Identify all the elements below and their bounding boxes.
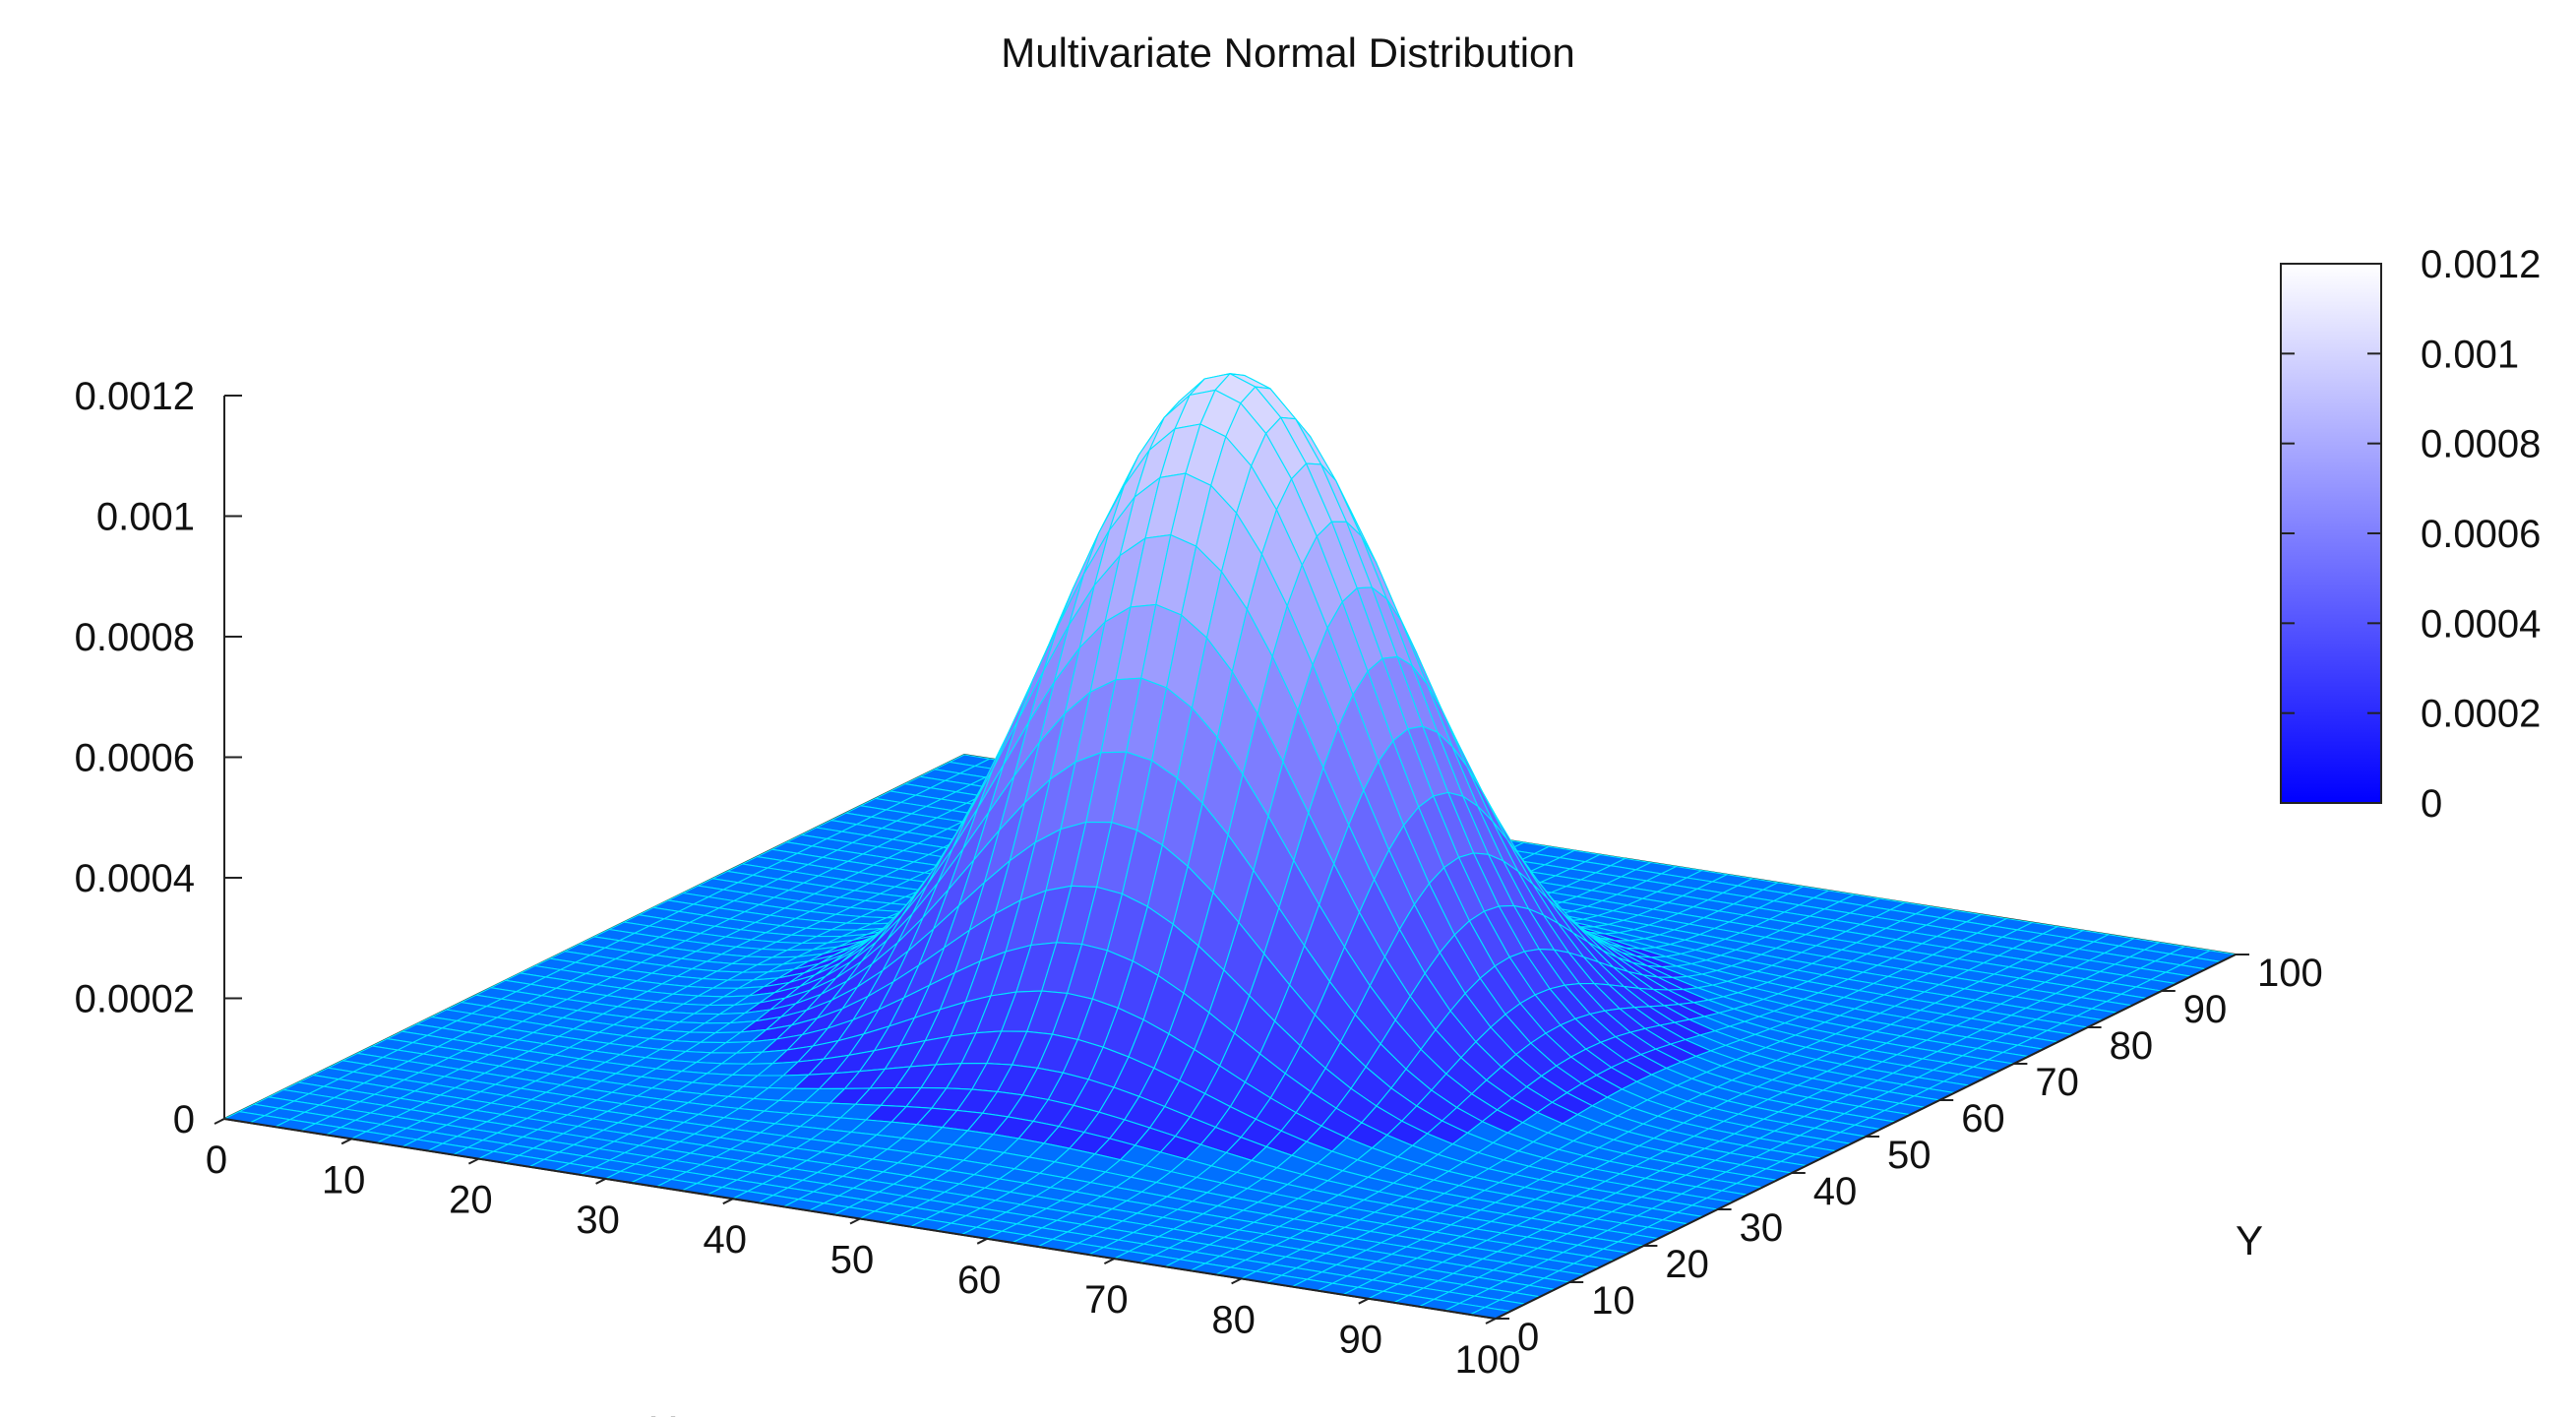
y-tick-label: 10 — [1591, 1279, 1635, 1323]
colorbar-tick-label: 0 — [2421, 782, 2442, 826]
x-tick-mark — [1103, 1258, 1115, 1264]
colorbar-tick-label: 0.001 — [2421, 333, 2519, 376]
y-tick-label: 0 — [1517, 1316, 1539, 1359]
z-tick-label: 0.0008 — [75, 616, 195, 659]
x-tick-label: 80 — [1211, 1298, 1256, 1341]
x-tick-mark — [595, 1178, 607, 1185]
y-axis-label: Y — [2236, 1217, 2263, 1263]
x-tick-mark — [467, 1157, 479, 1165]
z-tick-label: 0.001 — [96, 496, 195, 539]
y-tick-label: 30 — [1740, 1206, 1784, 1250]
x-tick-label: 40 — [704, 1218, 748, 1262]
x-tick-label: 100 — [1455, 1338, 1521, 1382]
labels-layer: 0 10 20 30 40 50 60 70 80 90 100010203040506070809… — [75, 375, 2323, 1417]
z-tick-label: 0 — [173, 1098, 195, 1141]
x-tick-mark — [340, 1138, 352, 1145]
x-tick-mark — [1231, 1277, 1243, 1285]
x-tick-mark — [849, 1217, 861, 1225]
y-tick-label: 100 — [2257, 952, 2323, 995]
y-tick-label: 50 — [1887, 1134, 1932, 1177]
x-tick-mark — [722, 1198, 734, 1205]
colorbar-tick-label: 0.0004 — [2421, 602, 2541, 646]
y-tick-label: 60 — [1961, 1097, 2005, 1140]
x-tick-mark — [976, 1237, 988, 1245]
colorbar-gradient — [2280, 263, 2382, 804]
z-tick-label: 0.0006 — [75, 737, 195, 780]
colorbar-tick-label: 0.0002 — [2421, 693, 2541, 736]
y-tick-label: 90 — [2183, 988, 2228, 1031]
surface-layer — [223, 373, 2237, 1320]
x-tick-label: 60 — [957, 1259, 1002, 1302]
x-tick-label: 10 — [322, 1158, 366, 1201]
x-tick-label: 70 — [1084, 1278, 1129, 1322]
x-tick-mark — [1485, 1318, 1497, 1325]
x-tick-mark — [214, 1118, 225, 1125]
chart-title: Multivariate Normal Distribution — [1001, 30, 1575, 76]
z-tick-label: 0.0012 — [75, 375, 195, 418]
x-tick-label: 90 — [1339, 1319, 1383, 1362]
y-tick-label: 20 — [1665, 1243, 1709, 1286]
x-tick-mark — [1358, 1297, 1370, 1305]
x-tick-label: 30 — [576, 1199, 620, 1242]
y-tick-label: 80 — [2110, 1024, 2154, 1068]
x-tick-label: 20 — [449, 1179, 493, 1222]
x-tick-label: 0 — [206, 1139, 227, 1182]
colorbar: 0 0.0002 0.0004 0.0006 0.0008 0.001 0.0012 — [2280, 243, 2541, 826]
z-tick-label: 0.0002 — [75, 978, 195, 1021]
y-tick-label: 70 — [2035, 1061, 2079, 1104]
x-tick-label: 50 — [830, 1239, 875, 1282]
colorbar-tick-label: 0.0006 — [2421, 513, 2541, 556]
x-axis-label: X — [649, 1408, 677, 1417]
colorbar-tick-label: 0.0012 — [2421, 243, 2541, 286]
y-tick-label: 40 — [1813, 1170, 1858, 1213]
z-tick-label: 0.0004 — [75, 857, 195, 900]
colorbar-tick-label: 0.0008 — [2421, 423, 2541, 466]
